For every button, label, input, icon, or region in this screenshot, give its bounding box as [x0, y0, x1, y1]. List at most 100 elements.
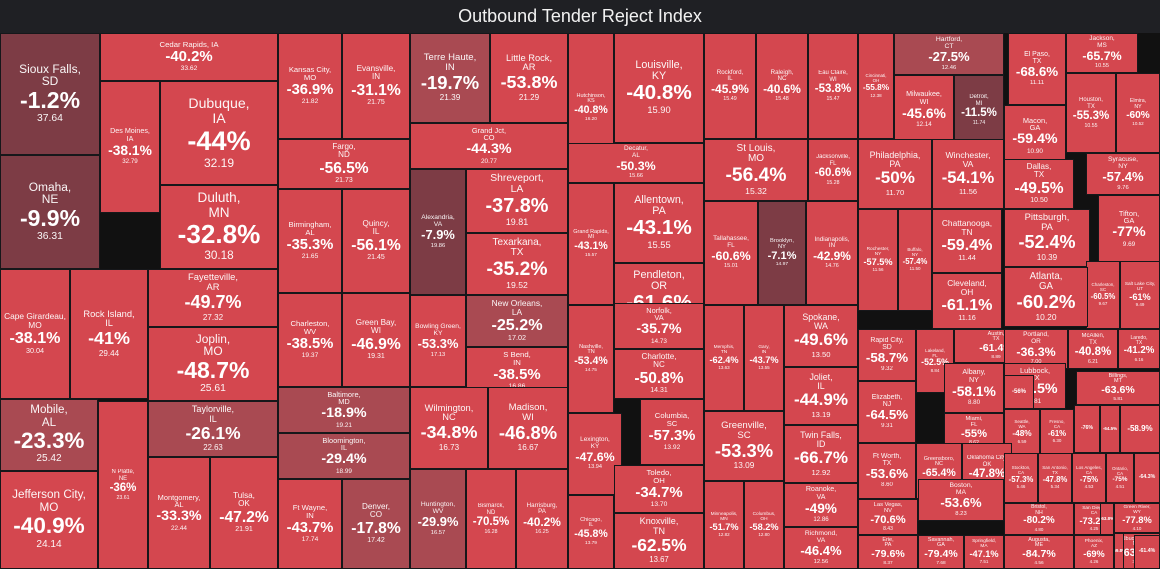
tile-tifton-ga[interactable]: Tifton, GA -77% 9.69: [1098, 195, 1160, 263]
tile-atlanta-ga[interactable]: Atlanta, GA -60.2% 10.20: [1004, 267, 1088, 327]
tile-alexandria-va[interactable]: Alexandria, VA -7.9% 19.86: [410, 169, 466, 295]
tile-small-1[interactable]: -76%: [1074, 405, 1100, 453]
tile-portland-or[interactable]: Portland,OR-36.3%7.00: [1004, 329, 1068, 369]
tile-small-5[interactable]: -63.8%: [1100, 503, 1114, 535]
tile-huntington-wv[interactable]: Huntington, WV -29.9% 16.57: [410, 469, 466, 569]
tile-mcallen-tx[interactable]: McAllen, TX -40.8% 6.21: [1068, 329, 1118, 369]
tile-houston-tx[interactable]: Houston, TX -55.3% 10.55: [1066, 73, 1116, 153]
tile-joliet-il[interactable]: Joliet, IL -44.9% 13.19: [784, 367, 858, 425]
tile-kansas-city-mo[interactable]: Kansas City, MO -36.9% 21.82: [278, 33, 342, 139]
tile-cape-girardeau-mo[interactable]: Cape Girardeau, MO -38.1% 30.04: [0, 269, 70, 399]
tile-jacksonville-fl[interactable]: Jacksonville, FL -60.6% 15.28: [808, 139, 858, 201]
tile-erie-pa[interactable]: Erie, PA -79.6% 8.37: [858, 535, 918, 569]
tile-memphis-tn[interactable]: Memphis, TN -62.4% 13.63: [704, 305, 744, 411]
tile-terre-haute-in[interactable]: Terre Haute, IN -19.7% 21.39: [410, 33, 490, 123]
tile-augusta-me[interactable]: Augusta, ME -84.7% 4.56: [1004, 535, 1074, 569]
tile-hartford-ct[interactable]: Hartford, CT -27.5% 12.46: [894, 33, 1004, 75]
tile-boston-ma[interactable]: Boston, MA -53.6% 8.23: [918, 479, 1004, 521]
tile-chicago-il[interactable]: Chicago, IL -45.8% 13.79: [568, 495, 614, 569]
tile-norfolk-va[interactable]: Norfolk, VA -35.7% 14.73: [614, 303, 704, 349]
tile-gary-in[interactable]: Gary, IN -43.7% 13.55: [744, 305, 784, 411]
tile-st-louis-mo[interactable]: St Louis, MO -56.4% 15.32: [704, 139, 808, 201]
tile-columbia-sc[interactable]: Columbia, SC -57.3% 13.92: [640, 399, 704, 465]
tile-stockton-ca[interactable]: Stockton, CA -57.3% 5.46: [1004, 453, 1038, 503]
tile-las-vegas-nv[interactable]: Las Vegas, NV -70.6% 8.43: [858, 499, 918, 535]
tile-salt-lake-city-ut[interactable]: Salt Lake City, UT -61% 9.49: [1120, 261, 1160, 329]
tile-columbus-oh[interactable]: Columbus, OH -58.2% 12.80: [744, 481, 784, 569]
tile-dubuque-ia[interactable]: Dubuque, IA -44% 32.19: [160, 81, 278, 185]
tile-shreveport-la[interactable]: Shreveport, LA -37.8% 19.81: [466, 169, 568, 233]
tile-denver-co[interactable]: Denver, CO -17.8% 17.42: [342, 479, 410, 569]
tile-spokane-wa[interactable]: Spokane, WA -49.6% 13.50: [784, 305, 858, 367]
tile-elizabeth-nj[interactable]: Elizabeth, NJ -64.5% 9.31: [858, 381, 916, 443]
tile-savannah-ga[interactable]: Savannah, GA -79.4% 7.68: [918, 535, 964, 569]
tile-omaha-ne[interactable]: Omaha, NE -9.9% 36.31: [0, 155, 100, 269]
tile-allentown-pa[interactable]: Allentown, PA -43.1% 15.55: [614, 183, 704, 263]
tile-twin-falls-id[interactable]: Twin Falls, ID -66.7% 12.92: [784, 425, 858, 483]
tile-sioux-falls-sd[interactable]: Sioux Falls, SD -1.2% 37.64: [0, 33, 100, 155]
tile-rochester-ny[interactable]: Rochester, NY -57.5% 11.56: [858, 209, 898, 311]
tile-charleston-wv[interactable]: Charleston, WV -38.5% 19.37: [278, 293, 342, 387]
tile-harrisburg-pa[interactable]: Harrisburg, PA -40.2% 16.25: [516, 469, 568, 569]
tile-ft-worth-tx[interactable]: Ft Worth, TX -53.6% 8.60: [858, 443, 916, 499]
tile-springfield-ma[interactable]: Springfield, MA -47.1% 7.51: [964, 535, 1004, 569]
tile-grand-jct-co[interactable]: Grand Jct, CO -44.3% 20.77: [410, 123, 568, 169]
tile-richmond-va[interactable]: Richmond, VA -46.4% 12.56: [784, 527, 858, 569]
tile-baltimore-md[interactable]: Baltimore, MD -18.9% 19.21: [278, 387, 410, 433]
tile-laredo-tx[interactable]: Laredo, TX -41.2% 6.16: [1118, 329, 1160, 369]
tile-green-bay-wi[interactable]: Green Bay, WI -46.9% 19.31: [342, 293, 410, 387]
tile-new-orleans-la[interactable]: New Orleans, LA -25.2% 17.02: [466, 295, 568, 347]
tile-macon-ga[interactable]: Macon, GA -59.4% 10.90: [1004, 105, 1066, 167]
tile-rapid-city-sd[interactable]: Rapid City, SD -58.7% 9.32: [858, 329, 916, 381]
tile-ontario-ca[interactable]: Ontario, CA -75% 4.51: [1106, 453, 1134, 503]
tile-albany-ny[interactable]: Albany, NY -58.1% 8.80: [944, 363, 1004, 413]
tile-el-paso-tx[interactable]: El Paso, TX -68.6% 11.11: [1008, 33, 1066, 105]
tile-syracuse-ny[interactable]: Syracuse, NY -57.4% 9.76: [1086, 153, 1160, 195]
tile-quincy-il[interactable]: Quincy, IL -56.1% 21.45: [342, 189, 410, 293]
tile-montgomery-al[interactable]: Montgomery, AL -33.3% 22.44: [148, 457, 210, 569]
tile-bowling-green-ky[interactable]: Bowling Green, KY -53.3% 17.13: [410, 295, 466, 387]
tile-cleveland-oh[interactable]: Cleveland, OH -61.1% 11.16: [932, 273, 1002, 329]
tile-chattanooga-tn[interactable]: Chattanooga, TN -59.4% 11.44: [932, 209, 1002, 273]
tile-fayetteville-ar[interactable]: Fayetteville, AR -49.7% 27.32: [148, 269, 278, 327]
tile-bristol-nh[interactable]: Bristol, NH -80.2% 4.80: [1004, 503, 1074, 535]
tile-billings-mt[interactable]: Billings, MT -63.6% 5.81: [1076, 371, 1160, 405]
tile-grand-rapids-mi[interactable]: Grand Rapids, MI -43.1% 15.57: [568, 183, 614, 305]
tile-winchester-va[interactable]: Winchester, VA -54.1% 11.56: [932, 139, 1004, 209]
tile-toledo-oh[interactable]: Toledo, OH -34.7% 13.70: [614, 465, 704, 513]
tile-louisville-ky[interactable]: Louisville, KY -40.8% 15.90: [614, 33, 704, 143]
tile-texarkana-tx[interactable]: Texarkana, TX -35.2% 19.52: [466, 233, 568, 295]
tile-ft-wayne-in[interactable]: Ft Wayne, IN -43.7% 17.74: [278, 479, 342, 569]
tile-rock-island-il[interactable]: Rock Island, IL -41% 29.44: [70, 269, 148, 399]
tile-n-platte-ne[interactable]: N Platte, NE -36% 23.61: [98, 401, 148, 569]
tile-milwaukee-wi[interactable]: Milwaukee, WI -45.6% 12.14: [894, 75, 954, 145]
tile-fargo-nd[interactable]: Fargo, ND -56.5% 21.73: [278, 139, 410, 189]
tile-indianapolis-in[interactable]: Indianapolis, IN -42.9% 14.76: [806, 201, 858, 305]
tile-charleston-sc[interactable]: Charleston, SC -60.5% 9.67: [1086, 261, 1120, 329]
tile-decatur-al[interactable]: Decatur, AL -50.3% 15.66: [568, 143, 704, 183]
tile-los-angeles-ca[interactable]: Los Angeles, CA -75% 4.53: [1072, 453, 1106, 503]
tile-buffalo-ny[interactable]: Buffalo, NY -57.4% 11.50: [898, 209, 932, 311]
tile-cedar-rapids-ia[interactable]: Cedar Rapids, IA -40.2% 33.62: [100, 33, 278, 81]
tile-bismarck-nd[interactable]: Bismarck, ND -70.5% 16.28: [466, 469, 516, 569]
tile-rockford-il[interactable]: Rockford, IL -45.9% 15.49: [704, 33, 756, 139]
tile-fresno-ca[interactable]: Fresno, CA -61% 6.30: [1040, 409, 1074, 455]
tile-brooklyn-ny[interactable]: Brooklyn, NY -7.1% 14.97: [758, 201, 806, 305]
tile-phoenix-az[interactable]: Phoenix, AZ -69% 4.26: [1074, 535, 1114, 569]
tile-jefferson-city-mo[interactable]: Jefferson City, MO -40.9% 24.14: [0, 471, 98, 569]
tile-des-moines-ia[interactable]: Des Moines, IA -38.1% 32.79: [100, 81, 160, 213]
tile-small-6[interactable]: -69.8%: [1114, 533, 1124, 569]
tile-minneapolis-mn[interactable]: Minneapolis, MN -51.7% 12.82: [704, 481, 744, 569]
tile-small-4[interactable]: -64.3%: [1134, 453, 1160, 503]
tile-philadelphia-pa[interactable]: Philadelphia, PA -50% 11.70: [858, 139, 932, 209]
tile-small-2[interactable]: -64.5%: [1100, 405, 1120, 453]
tile-pittsburgh-pa[interactable]: Pittsburgh, PA -52.4% 10.39: [1004, 209, 1090, 267]
tile-detroit-mi[interactable]: Detroit, MI -11.5% 11.74: [954, 75, 1004, 145]
tile-san-antonio-tx[interactable]: San Antonio, TX -47.8% 5.34: [1038, 453, 1072, 503]
tile-roanoke-va[interactable]: Roanoke, VA -49% 12.86: [784, 483, 858, 527]
tile-bloomington-il[interactable]: Bloomington, IL -29.4% 18.99: [278, 433, 410, 479]
tile-raleigh-nc[interactable]: Raleigh, NC -40.6% 15.48: [756, 33, 808, 139]
tile-little-rock-ar[interactable]: Little Rock, AR -53.8% 21.29: [490, 33, 568, 123]
tile-greenville-sc[interactable]: Greenville, SC -53.3% 13.09: [704, 411, 784, 481]
tile-green-river-wy[interactable]: Green River, WY -77.8% 4.10: [1114, 503, 1160, 533]
